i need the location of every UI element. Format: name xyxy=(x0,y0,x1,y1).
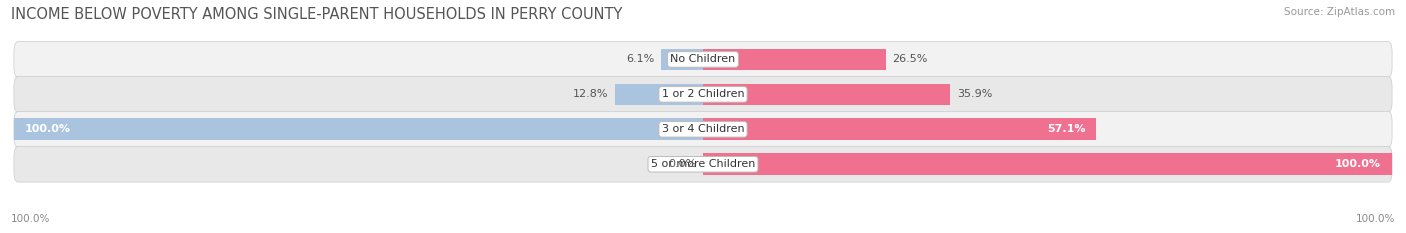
Text: INCOME BELOW POVERTY AMONG SINGLE-PARENT HOUSEHOLDS IN PERRY COUNTY: INCOME BELOW POVERTY AMONG SINGLE-PARENT… xyxy=(11,7,623,22)
FancyBboxPatch shape xyxy=(14,147,1392,182)
Text: 6.1%: 6.1% xyxy=(626,55,654,64)
Text: 5 or more Children: 5 or more Children xyxy=(651,159,755,169)
Bar xyxy=(703,154,1392,175)
Text: No Children: No Children xyxy=(671,55,735,64)
Text: 100.0%: 100.0% xyxy=(1334,159,1381,169)
Bar xyxy=(703,118,1097,140)
Bar xyxy=(703,49,886,70)
Text: 1 or 2 Children: 1 or 2 Children xyxy=(662,89,744,99)
Text: 100.0%: 100.0% xyxy=(25,124,72,134)
Text: 26.5%: 26.5% xyxy=(893,55,928,64)
Bar xyxy=(661,49,703,70)
Bar xyxy=(614,84,703,105)
Bar xyxy=(703,84,950,105)
FancyBboxPatch shape xyxy=(14,41,1392,77)
Bar xyxy=(14,118,703,140)
Text: 100.0%: 100.0% xyxy=(1355,214,1395,224)
FancyBboxPatch shape xyxy=(14,76,1392,112)
Text: 0.0%: 0.0% xyxy=(668,159,696,169)
Text: Source: ZipAtlas.com: Source: ZipAtlas.com xyxy=(1284,7,1395,17)
Text: 100.0%: 100.0% xyxy=(11,214,51,224)
Text: 3 or 4 Children: 3 or 4 Children xyxy=(662,124,744,134)
FancyBboxPatch shape xyxy=(14,112,1392,147)
Text: 57.1%: 57.1% xyxy=(1047,124,1085,134)
Text: 35.9%: 35.9% xyxy=(957,89,993,99)
Text: 12.8%: 12.8% xyxy=(572,89,607,99)
